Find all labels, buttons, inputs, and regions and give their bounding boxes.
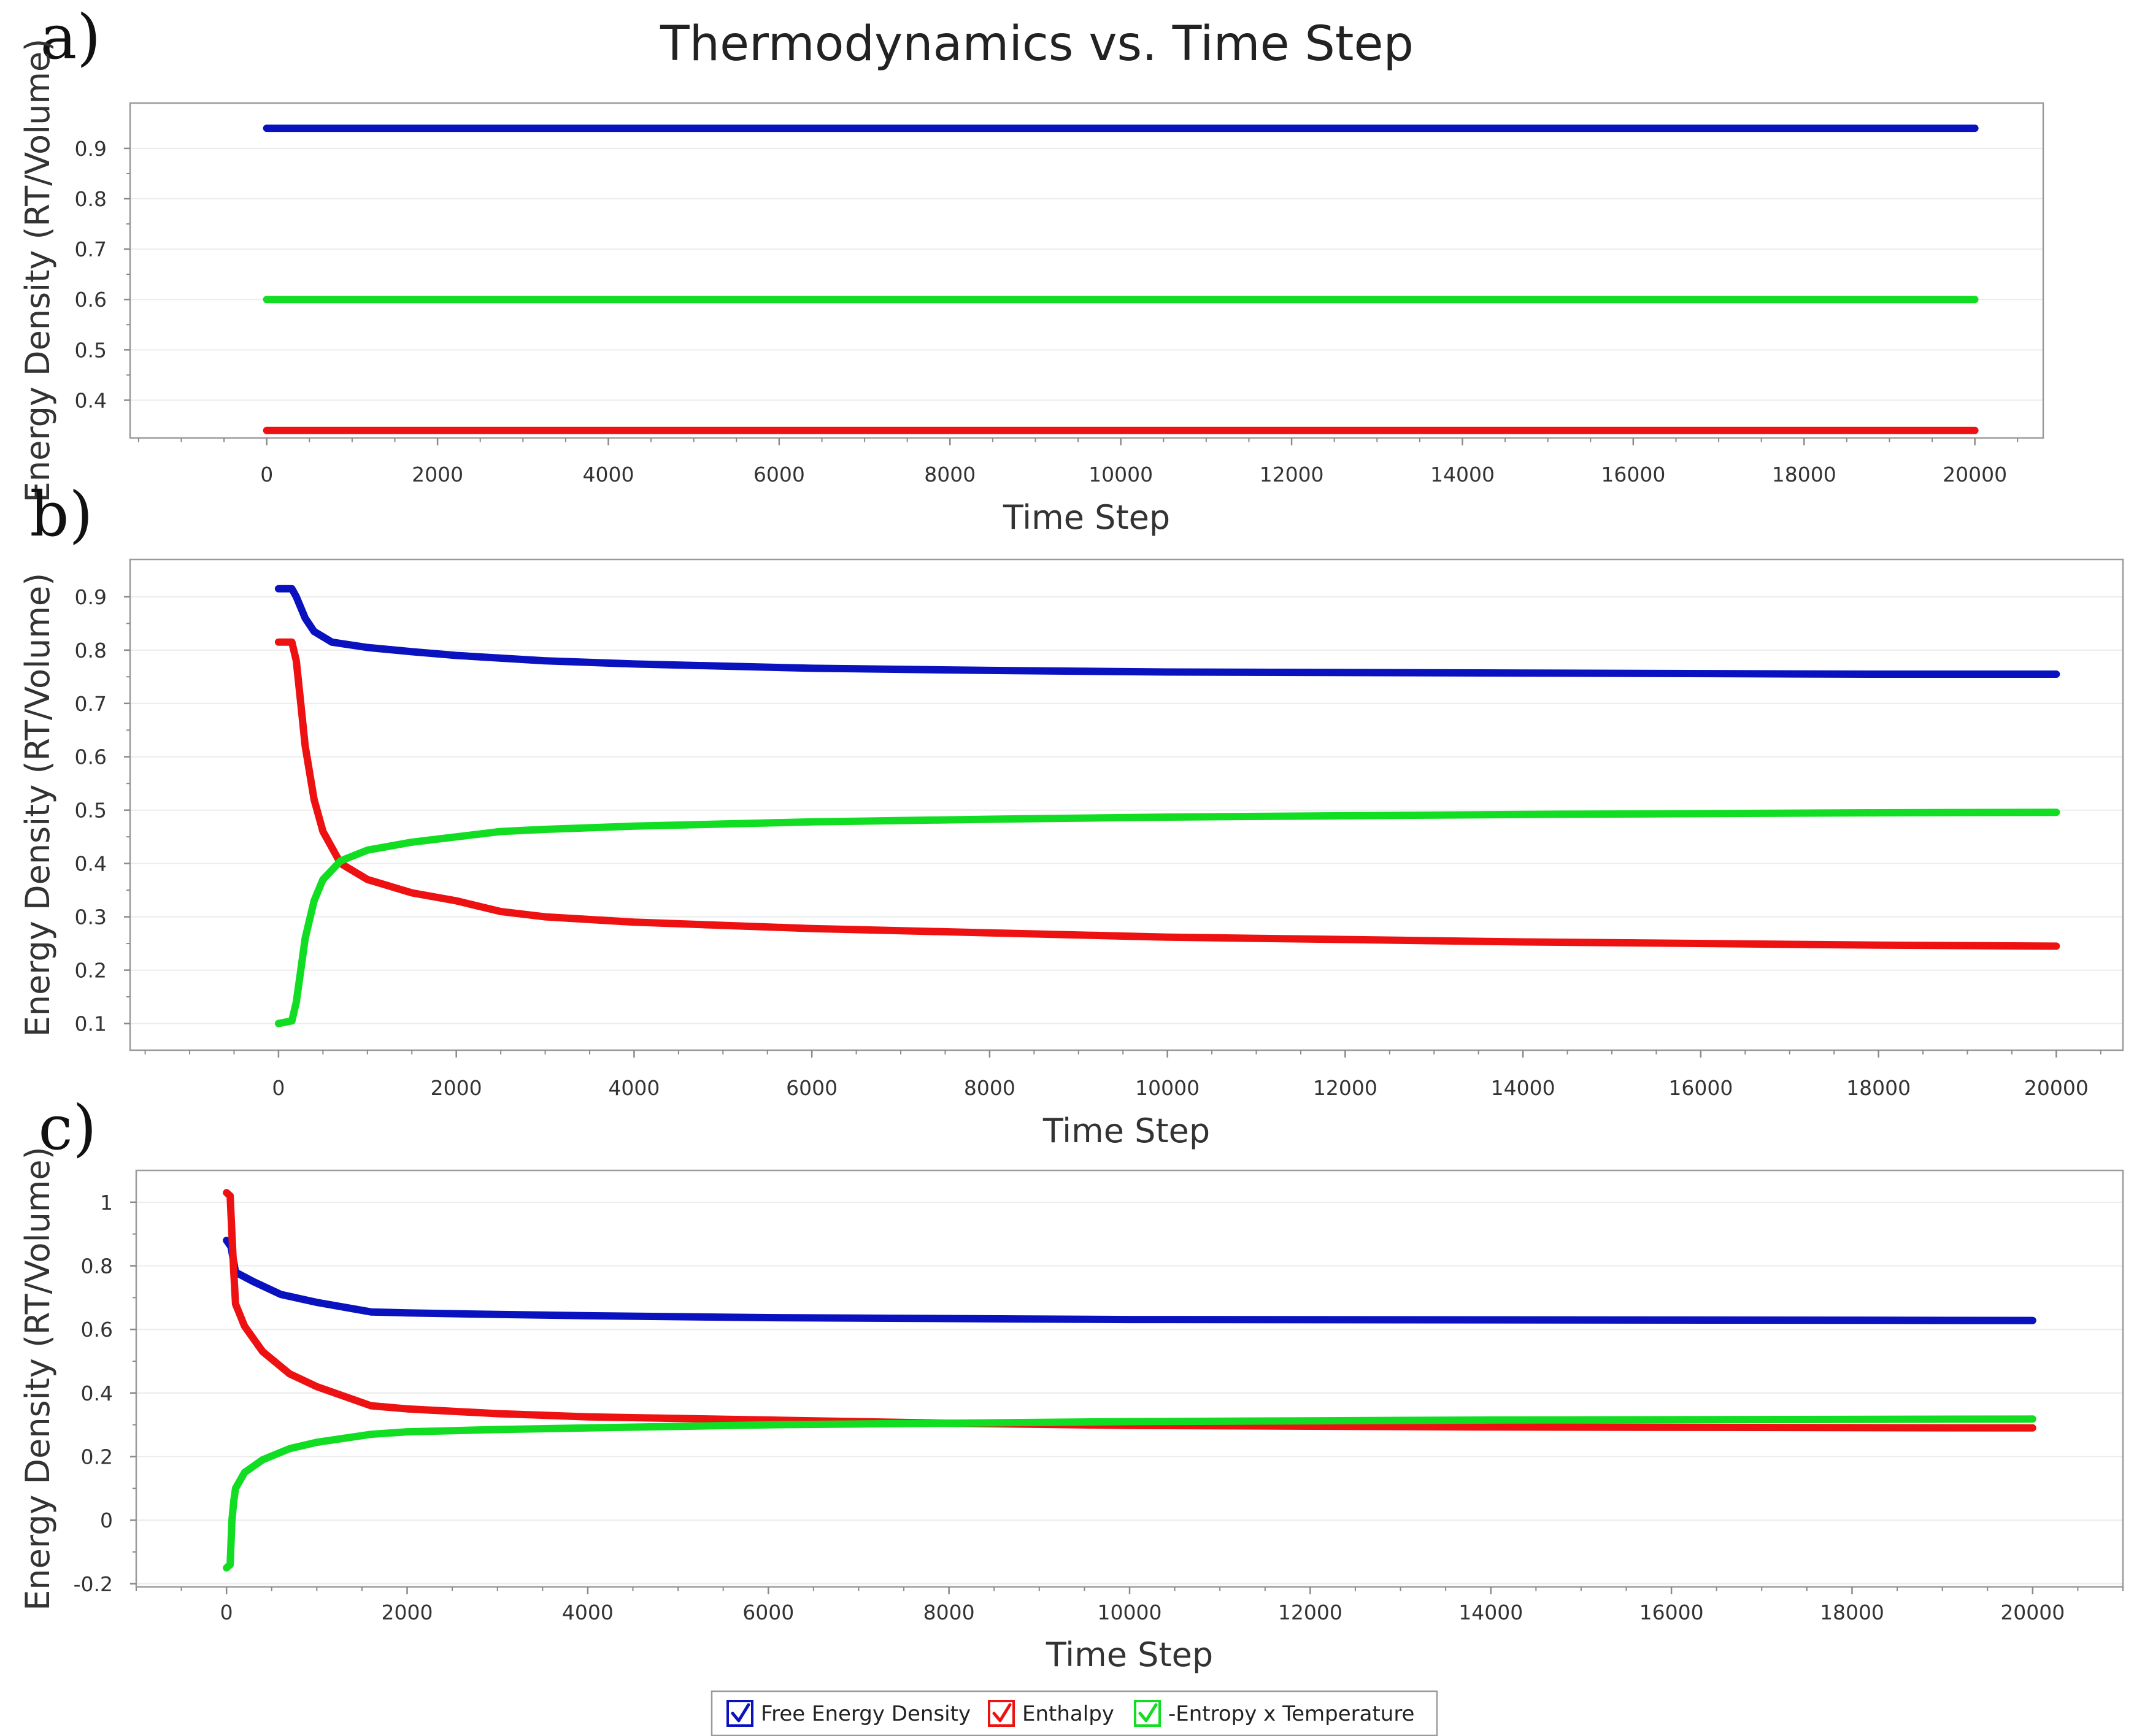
legend-checkbox-2[interactable] <box>1134 1700 1161 1727</box>
legend-box <box>711 1690 1438 1736</box>
panel-b-chart: b) 0.1 0.2 0.3 0.4 0.5 0.6 0.7 0.8 0.9 0 2000 4000 60… <box>18 478 2124 1150</box>
x-tick-label: 0 <box>220 1600 233 1624</box>
x-tick-label: 8000 <box>924 463 976 486</box>
panel-label: c) <box>38 1092 96 1164</box>
y-tick-label: 0.5 <box>75 338 107 362</box>
x-tick-label: 6000 <box>753 463 805 486</box>
x-tick-label: 20000 <box>2000 1600 2065 1624</box>
legend: Free Energy Density Enthalpy -Entropy x Te… <box>711 1690 1438 1736</box>
y-axis-label: Energy Density (RT/Volume) <box>18 39 57 502</box>
y-tick-label: 0.2 <box>81 1445 113 1469</box>
series-line-free-energy-density <box>274 585 2060 678</box>
y-tick-label: 0.6 <box>81 1318 113 1342</box>
x-tick-label: 4000 <box>583 463 634 486</box>
series-line-entropy-x-temperature <box>274 808 2060 1027</box>
x-axis-label: Time Step <box>1046 1635 1213 1674</box>
x-tick-label: 0 <box>260 463 273 486</box>
y-tick-label: 0.8 <box>75 187 107 211</box>
x-tick-label: 2000 <box>431 1076 482 1100</box>
x-tick-label: 2000 <box>412 463 463 486</box>
y-tick-label: 0.4 <box>75 852 107 876</box>
x-tick-label: 10000 <box>1088 463 1153 486</box>
y-tick-label: 0.3 <box>75 905 107 929</box>
y-tick-label: 0.9 <box>75 585 107 609</box>
y-tick-label: 0.1 <box>75 1012 107 1036</box>
y-tick-label: 0.6 <box>75 745 107 769</box>
x-tick-label: 8000 <box>964 1076 1015 1100</box>
y-tick-label: 0.8 <box>75 639 107 663</box>
x-tick-label: 20000 <box>1943 463 2007 486</box>
figure-title: Thermodynamics vs. Time Step <box>660 17 1414 72</box>
x-tick-label: 4000 <box>608 1076 660 1100</box>
x-tick-label: 16000 <box>1639 1600 1704 1624</box>
y-tick-label: 0.2 <box>75 959 107 983</box>
legend-checkbox-1[interactable] <box>988 1700 1015 1727</box>
legend-label[interactable]: Enthalpy <box>1022 1702 1114 1726</box>
x-tick-label: 10000 <box>1135 1076 1200 1100</box>
x-tick-label: 12000 <box>1260 463 1324 486</box>
x-tick-label: 2000 <box>382 1600 433 1624</box>
series-line-entropy-x-temperature <box>223 1415 2036 1572</box>
x-tick-label: 18000 <box>1846 1076 1911 1100</box>
x-tick-label: 16000 <box>1601 463 1665 486</box>
y-tick-label: 0.7 <box>75 692 107 716</box>
x-tick-label: 10000 <box>1098 1600 1162 1624</box>
plot-frame <box>135 1169 2124 1588</box>
y-tick-label: 0.6 <box>75 288 107 312</box>
x-tick-label: 8000 <box>923 1600 975 1624</box>
legend-label[interactable]: -Entropy x Temperature <box>1168 1702 1414 1726</box>
series-line-enthalpy <box>274 638 2060 950</box>
checkmark-icon <box>1138 1703 1158 1723</box>
x-tick-label: 16000 <box>1668 1076 1733 1100</box>
x-tick-label: 14000 <box>1458 1600 1523 1624</box>
y-axis-label: Energy Density (RT/Volume) <box>18 1146 57 1610</box>
y-tick-label: 0.7 <box>75 237 107 261</box>
x-tick-label: 0 <box>272 1076 285 1100</box>
legend-label[interactable]: Free Energy Density <box>761 1702 971 1726</box>
plot-frame <box>129 558 2124 1051</box>
panel-label: b) <box>29 478 93 550</box>
y-tick-label: 0 <box>100 1508 113 1532</box>
x-tick-label: 20000 <box>2024 1076 2089 1100</box>
y-axis-label: Energy Density (RT/Volume) <box>18 573 57 1037</box>
series-line-free-energy-density <box>223 1237 2036 1324</box>
x-tick-label: 14000 <box>1491 1076 1555 1100</box>
y-tick-label: -0.2 <box>74 1572 113 1596</box>
checkmark-icon <box>992 1703 1012 1723</box>
y-tick-label: 0.4 <box>81 1381 113 1405</box>
x-tick-label: 12000 <box>1278 1600 1342 1624</box>
x-tick-label: 18000 <box>1820 1600 1884 1624</box>
x-tick-label: 6000 <box>786 1076 838 1100</box>
y-tick-label: 0.5 <box>75 799 107 823</box>
panel-label: a) <box>40 1 101 73</box>
panel-a-chart: a) 0.4 0.5 0.6 0.7 0.8 0.9 0 2000 4000 6000 8000 100… <box>18 1 2044 537</box>
checkmark-icon <box>731 1703 750 1723</box>
x-tick-label: 12000 <box>1313 1076 1377 1100</box>
plot-frame <box>129 102 2044 439</box>
y-tick-label: 0.4 <box>75 388 107 412</box>
x-tick-label: 6000 <box>742 1600 794 1624</box>
x-tick-label: 4000 <box>562 1600 614 1624</box>
panel-c-chart: c) -0.2 0 0.2 0.4 0.6 0.8 1 0 2000 4000 6000 8000 100… <box>18 1092 2124 1674</box>
x-axis-label: Time Step <box>1042 1112 1210 1150</box>
y-tick-label: 0.9 <box>75 137 107 161</box>
legend-checkbox-0[interactable] <box>726 1700 753 1727</box>
x-tick-label: 18000 <box>1772 463 1836 486</box>
x-tick-label: 14000 <box>1430 463 1495 486</box>
x-axis-label: Time Step <box>1003 498 1170 537</box>
y-tick-label: 0.8 <box>81 1254 113 1278</box>
y-tick-label: 1 <box>100 1191 113 1215</box>
